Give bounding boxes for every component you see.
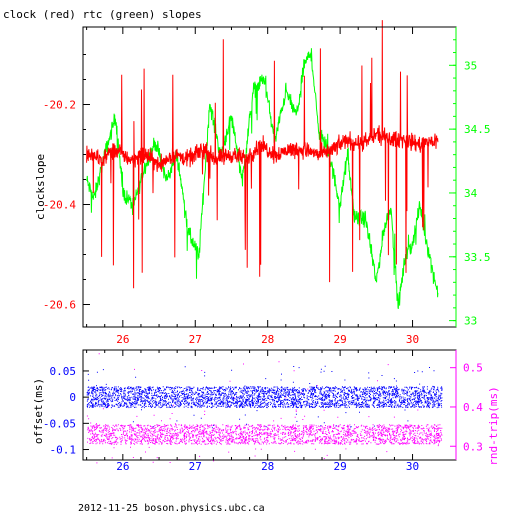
top-y-tick-label: -20.2 [43,99,76,112]
top-y2-tick-label: 34 [464,187,478,200]
top-x-tick-label: 29 [333,333,346,346]
bottom-y2-tick-label: 0.4 [463,401,483,414]
top-x-tick-label: 28 [261,333,274,346]
bottom-y-tick-label: 0.05 [50,365,77,378]
top-chart-title: clock (red) rtc (green) slopes [3,8,202,21]
bottom-y-tick-label: -0.05 [43,417,76,430]
bottom-y-tick-label: 0 [69,391,76,404]
top-y-axis-label: clockslope [34,154,47,220]
top-y2-tick-label: 33.5 [464,251,491,264]
footer-text: 2012-11-25 boson.physics.ubc.ca [78,503,265,512]
bottom-x-tick-label: 29 [333,460,346,473]
bottom-x-tick-label: 28 [261,460,274,473]
top-y2-tick-label: 33 [464,315,477,328]
top-x-tick-label: 27 [189,333,202,346]
bottom-y-tick-label: -0.1 [50,444,77,457]
bottom-x-tick-label: 26 [116,460,129,473]
bottom-y2-axis-label: rnd-trip(ms) [487,386,500,465]
roundtrip-scatter-series [86,353,443,464]
offset-scatter-series [86,365,443,429]
top-chart: 26 27 28 29 30 -20.2 -20.4 -20.6 35 34.5 34 33.5 33 [43,20,491,346]
bottom-y-axis-label: offset(ms) [32,378,45,444]
clock-slope-series [86,20,439,289]
bottom-x-tick-label: 27 [189,460,202,473]
top-y-tick-label: -20.6 [43,299,76,312]
bottom-chart: 26 27 28 29 30 0.05 0 -0.05 -0.1 0.5 0.4 0.3 [43,349,483,473]
top-x-tick-label: 30 [406,333,419,346]
top-y-tick-label: -20.4 [43,199,76,212]
bottom-x-tick-label: 30 [406,460,419,473]
top-x-tick-label: 26 [116,333,129,346]
bottom-y2-tick-label: 0.3 [463,440,483,453]
top-y2-tick-label: 34.5 [464,123,491,136]
rtc-slope-series [86,48,439,309]
top-y2-tick-label: 35 [464,59,477,72]
bottom-y2-tick-label: 0.5 [463,362,483,375]
